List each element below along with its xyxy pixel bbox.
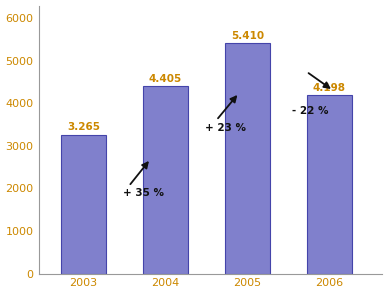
Text: 3.265: 3.265 <box>67 122 100 132</box>
Text: 4.405: 4.405 <box>149 74 182 84</box>
Bar <box>307 95 352 274</box>
Text: + 35 %: + 35 % <box>123 188 164 198</box>
Text: 5.410: 5.410 <box>231 31 264 41</box>
Bar <box>61 135 106 274</box>
Text: + 23 %: + 23 % <box>205 123 246 133</box>
Text: - 22 %: - 22 % <box>293 106 329 116</box>
Bar <box>143 86 188 274</box>
Text: 4.198: 4.198 <box>313 83 346 93</box>
Bar <box>225 44 270 274</box>
